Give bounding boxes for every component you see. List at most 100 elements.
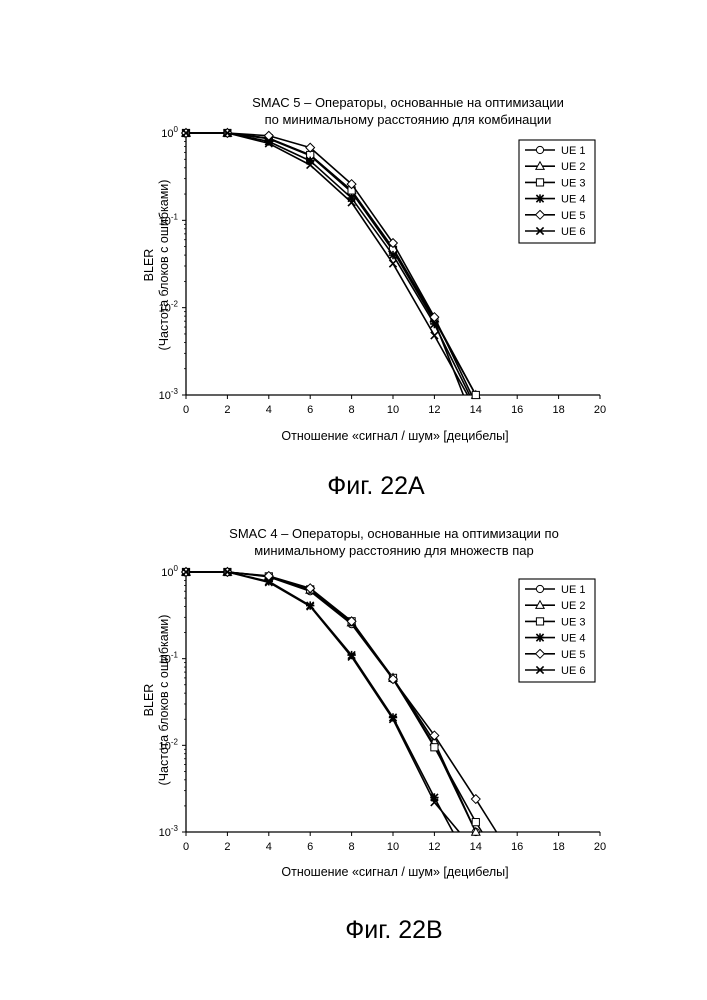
- legend-label: UE 6: [561, 226, 585, 238]
- x-axis-label: Отношение «сигнал / шум» [децибелы]: [281, 429, 508, 443]
- series-line-ue-4: [186, 132, 471, 396]
- y-axis-label-line-1: BLER: [142, 249, 156, 282]
- y-tick-label: 10-2: [159, 737, 179, 752]
- y-tick-label: 10-3: [159, 824, 179, 839]
- chart-title-line-2: минимальному расстоянию для множеств пар: [254, 543, 534, 558]
- chart-title-line-1: SMAC 4 – Операторы, основанные на оптими…: [229, 526, 559, 541]
- data-point-ue-6: [181, 128, 191, 138]
- x-tick-label: 12: [428, 404, 440, 416]
- x-tick-label: 2: [224, 404, 230, 416]
- legend: UE 1 UE 2 UE 3 UE 4 UE 5 UE 6: [518, 139, 596, 244]
- data-point-ue-5: [305, 142, 316, 153]
- x-tick-label: 0: [183, 841, 189, 853]
- data-point-ue-4: [430, 793, 439, 802]
- chart-title-line-1: SMAC 5 – Операторы, основанные на оптими…: [252, 95, 564, 110]
- legend-label: UE 4: [561, 194, 585, 206]
- legend-marker: [535, 584, 545, 594]
- data-point-ue-4: [388, 250, 398, 260]
- data-point-ue-3: [471, 818, 480, 827]
- data-point-ue-6: [430, 798, 439, 807]
- figure-caption: Фиг. 22B: [345, 916, 442, 944]
- y-tick-label: 100: [161, 125, 178, 140]
- y-axis-label-line-2: (Частота блоков с ошибками): [157, 180, 171, 351]
- legend-marker: [534, 209, 546, 220]
- data-point-ue-5: [429, 311, 440, 323]
- y-tick-label: 10-3: [159, 387, 179, 402]
- series-line-ue-1: [186, 132, 465, 396]
- legend-box: [518, 578, 596, 683]
- data-point-ue-6: [223, 567, 232, 577]
- legend-item-ue-1: UE 1: [525, 584, 585, 596]
- y-axis-label-line-1: BLER: [142, 684, 156, 717]
- legend-item-ue-3: UE 3: [525, 616, 585, 628]
- data-point-ue-5: [387, 237, 399, 249]
- plot-area: 0 2 4 6 8 10 12 14 16 18 20 100 10-1 10-2 10-3 UE 1 UE 2…: [159, 125, 607, 416]
- x-tick-label: 6: [307, 841, 313, 853]
- legend-label: UE 2: [561, 600, 585, 612]
- y-tick-label: 10-1: [159, 212, 179, 227]
- x-tick-label: 10: [387, 841, 399, 853]
- data-point-ue-5: [263, 570, 274, 582]
- legend-marker: [535, 617, 545, 626]
- data-point-ue-5: [263, 130, 274, 141]
- legend-item-ue-3: UE 3: [525, 177, 585, 189]
- data-point-ue-3: [471, 390, 480, 400]
- plot-area: 0 2 4 6 8 10 12 14 16 18 20 100 10-1 10-2 10-3 UE 1 UE 2…: [159, 564, 607, 853]
- data-point-ue-6: [264, 578, 273, 587]
- y-axis-label: BLER (Частота блоков с ошибками): [142, 180, 171, 351]
- legend-item-ue-6: UE 6: [525, 665, 585, 677]
- data-point-ue-6: [306, 602, 315, 611]
- figure-22a: SMAC 5 – Операторы, основанные на оптими…: [142, 95, 606, 500]
- x-tick-label: 14: [470, 841, 482, 853]
- x-tick-label: 12: [428, 841, 440, 853]
- legend-item-ue-4: UE 4: [525, 194, 585, 206]
- x-tick-label: 16: [511, 841, 523, 853]
- legend-item-ue-6: UE 6: [525, 226, 585, 238]
- y-axis-label: BLER (Частота блоков с ошибками): [142, 615, 171, 786]
- figure-22b: SMAC 4 – Операторы, основанные на оптими…: [142, 526, 606, 944]
- legend-item-ue-4: UE 4: [525, 633, 585, 645]
- legend-marker: [535, 665, 545, 675]
- y-tick-label: 100: [161, 564, 178, 579]
- data-point-ue-6: [264, 139, 273, 148]
- x-tick-label: 4: [266, 841, 272, 853]
- x-tick-label: 10: [387, 404, 399, 416]
- x-tick-label: 8: [349, 404, 355, 416]
- data-point-ue-6: [347, 198, 356, 207]
- legend-marker: [535, 226, 545, 236]
- legend-label: UE 5: [561, 210, 585, 222]
- data-point-ue-4: [306, 156, 315, 166]
- series-line-ue-5: [186, 571, 498, 833]
- legend-item-ue-2: UE 2: [525, 160, 585, 173]
- data-point-ue-2: [470, 826, 481, 836]
- legend-item-ue-1: UE 1: [525, 145, 585, 157]
- series-line-ue-5: [186, 132, 473, 396]
- series-line-ue-6: [186, 571, 460, 833]
- legend-box: [518, 139, 596, 244]
- series-ue-6: [181, 567, 460, 833]
- series-ue-1: [181, 128, 465, 396]
- legend-marker: [534, 160, 546, 170]
- data-point-ue-3: [430, 743, 439, 752]
- legend-marker: [535, 145, 545, 155]
- series-ue-6: [181, 128, 469, 396]
- legend-marker: [534, 648, 546, 659]
- y-tick-label: 10-1: [159, 651, 179, 666]
- data-point-ue-6: [388, 259, 398, 268]
- chart-title-line-2: по минимальному расстоянию для комбинаци…: [265, 112, 552, 127]
- data-point-ue-6: [223, 128, 232, 138]
- series-ue-5: [180, 566, 498, 833]
- data-point-ue-5: [346, 178, 357, 190]
- legend-marker: [535, 633, 545, 642]
- series-line-ue-6: [186, 132, 469, 396]
- series-line-ue-4: [186, 571, 454, 833]
- x-tick-label: 2: [224, 841, 230, 853]
- figure-caption: Фиг. 22A: [327, 472, 425, 500]
- data-point-ue-4: [347, 193, 356, 203]
- legend-item-ue-5: UE 5: [525, 648, 585, 661]
- data-point-ue-5: [387, 674, 399, 685]
- data-point-ue-4: [264, 137, 273, 146]
- x-tick-label: 18: [552, 841, 564, 853]
- legend-label: UE 6: [561, 665, 585, 677]
